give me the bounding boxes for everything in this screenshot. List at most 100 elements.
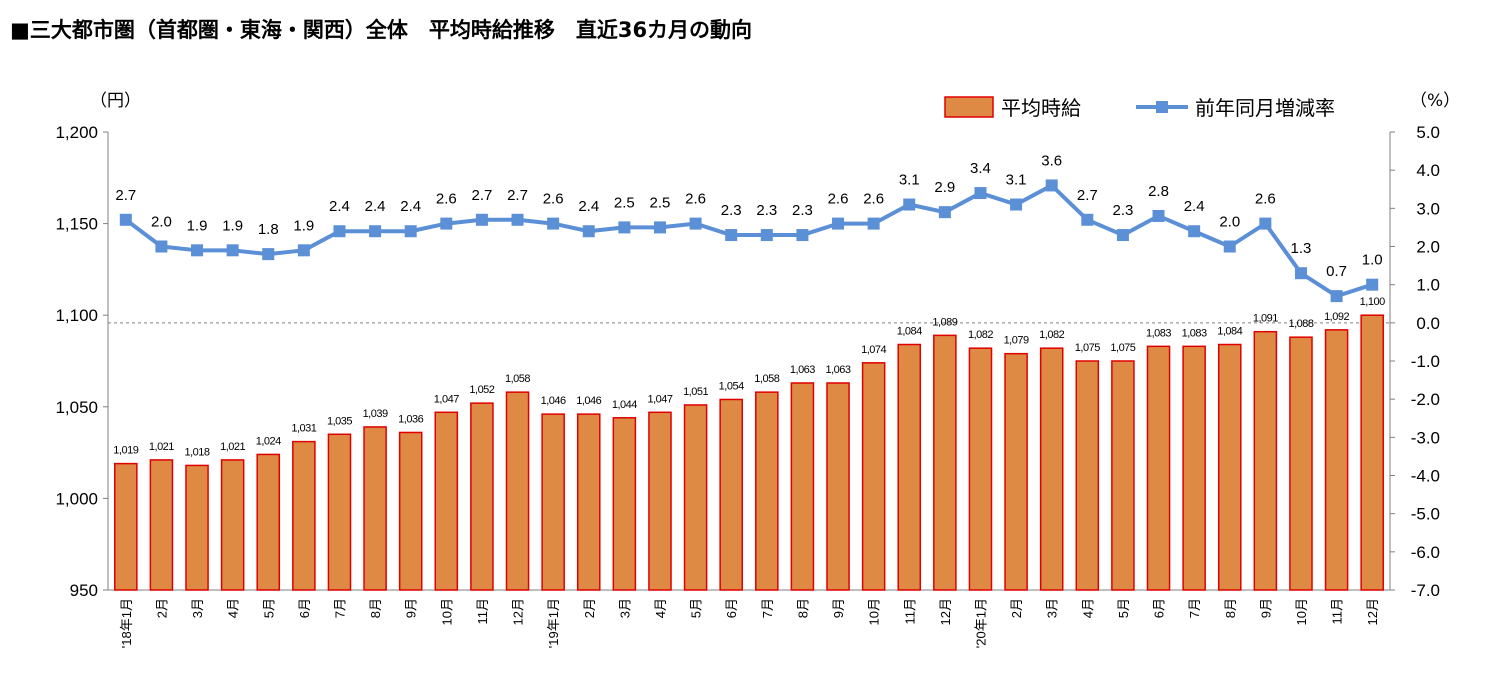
- bar-value-label: 1,046: [576, 395, 601, 407]
- rate-value-label: 2.5: [650, 194, 671, 211]
- rate-marker: [547, 217, 560, 230]
- bar: [470, 402, 494, 591]
- category-label: 11月: [475, 598, 490, 625]
- rate-value-label: 2.5: [614, 194, 635, 211]
- bar: [1289, 336, 1313, 591]
- bar-value-label: 1,036: [398, 413, 423, 425]
- category-label: 10月: [867, 598, 882, 625]
- category-label: 10月: [439, 598, 454, 625]
- right-tick-label: 4.0: [1416, 161, 1440, 180]
- rate-marker: [938, 206, 951, 219]
- left-tick-label: 950: [70, 581, 98, 600]
- bar: [1253, 330, 1278, 591]
- left-axis-unit: （円）: [90, 91, 141, 111]
- right-tick-label: -2.0: [1411, 390, 1440, 409]
- bar-value-label: 1,075: [1110, 342, 1135, 354]
- right-tick-label: 5.0: [1416, 123, 1440, 142]
- rate-marker: [511, 213, 524, 226]
- rate-marker: [1045, 179, 1058, 192]
- category-label: 11月: [902, 598, 917, 625]
- bar-value-label: 1,063: [790, 364, 815, 376]
- bar-value-label: 1,024: [256, 435, 281, 447]
- rate-marker: [440, 217, 453, 230]
- rate-value-label: 3.1: [899, 172, 920, 189]
- bar-value-label: 1,021: [149, 441, 174, 453]
- rate-value-label: 1.0: [1362, 252, 1383, 269]
- rate-marker: [760, 229, 773, 242]
- rate-value-label: 3.1: [1006, 172, 1027, 189]
- bar: [1217, 343, 1242, 591]
- category-label: 4月: [1080, 598, 1095, 618]
- bar-value-label: 1,039: [363, 408, 388, 420]
- category-label: 12月: [511, 598, 526, 625]
- bar-value-label: 1,058: [505, 373, 530, 385]
- bar-series: 1,019 1,021 1,018 1,021 1,024 1,031 1,035 1,039…: [113, 296, 1386, 591]
- bar: [968, 347, 993, 591]
- bar-value-label: 1,079: [1004, 335, 1029, 347]
- bar: [861, 362, 886, 591]
- category-label: 8月: [368, 598, 383, 618]
- bar: [1360, 314, 1384, 591]
- rate-marker: [1010, 198, 1023, 211]
- rate-marker: [903, 198, 916, 211]
- bar: [1324, 329, 1349, 591]
- bar: [755, 391, 779, 591]
- rate-marker: [191, 244, 204, 257]
- bar: [648, 411, 672, 591]
- left-tick-label: 1,100: [55, 306, 98, 325]
- category-label: 7月: [1187, 598, 1202, 618]
- rate-value-label: 2.6: [1255, 191, 1276, 208]
- bar: [1111, 360, 1135, 591]
- rate-value-label: 2.4: [400, 198, 421, 215]
- bar: [1182, 345, 1206, 591]
- category-label: 6月: [1152, 598, 1167, 618]
- rate-marker: [333, 225, 346, 238]
- bar: [1075, 360, 1100, 591]
- category-label: 7月: [760, 598, 775, 618]
- rate-value-label: 2.6: [685, 191, 706, 208]
- rate-marker: [1294, 267, 1307, 280]
- category-label: 5月: [689, 598, 704, 618]
- legend: 平均時給 前年同月増減率: [944, 96, 1335, 120]
- bar-value-label: 1,018: [185, 446, 210, 458]
- bar-value-label: 1,044: [612, 399, 637, 411]
- rate-value-label: 2.4: [329, 198, 350, 215]
- rate-marker: [867, 217, 880, 230]
- chart-title: ■三大都市圏（首都圏・東海・関西）全体 平均時給推移 直近36カ月の動向: [10, 18, 752, 42]
- rate-value-label: 2.3: [756, 202, 777, 219]
- bar: [719, 398, 743, 591]
- rate-value-label: 0.7: [1326, 263, 1347, 280]
- bar: [327, 433, 352, 591]
- bar: [185, 464, 209, 591]
- rate-value-label: 2.3: [1112, 202, 1133, 219]
- bar: [683, 404, 708, 591]
- legend-bar-label: 平均時給: [1001, 96, 1081, 120]
- rate-marker: [297, 244, 310, 257]
- rate-value-label: 1.9: [222, 217, 243, 234]
- bar-value-label: 1,052: [469, 384, 494, 396]
- rate-value-label: 2.6: [543, 191, 564, 208]
- category-label: 3月: [617, 598, 632, 618]
- category-label: 4月: [653, 598, 668, 618]
- rate-value-label: 2.7: [507, 187, 528, 204]
- rate-marker: [689, 217, 702, 230]
- rate-value-label: 2.6: [863, 191, 884, 208]
- rate-marker: [369, 225, 382, 238]
- rate-value-label: 2.6: [828, 191, 849, 208]
- category-label: 11月: [1330, 598, 1345, 625]
- bar: [1004, 352, 1028, 591]
- category-label: 9月: [404, 598, 419, 618]
- category-label: 6月: [297, 598, 312, 618]
- right-tick-label: -4.0: [1411, 467, 1440, 486]
- bar: [220, 459, 245, 591]
- bar: [897, 343, 922, 591]
- bar: [114, 462, 138, 591]
- bar-value-label: 1,083: [1146, 327, 1171, 339]
- rate-value-label: 2.6: [436, 191, 457, 208]
- category-label: 3月: [1045, 598, 1060, 618]
- bar-value-label: 1,047: [434, 393, 459, 405]
- category-label: 9月: [831, 598, 846, 618]
- left-tick-label: 1,150: [55, 215, 98, 234]
- rate-marker: [1152, 209, 1165, 222]
